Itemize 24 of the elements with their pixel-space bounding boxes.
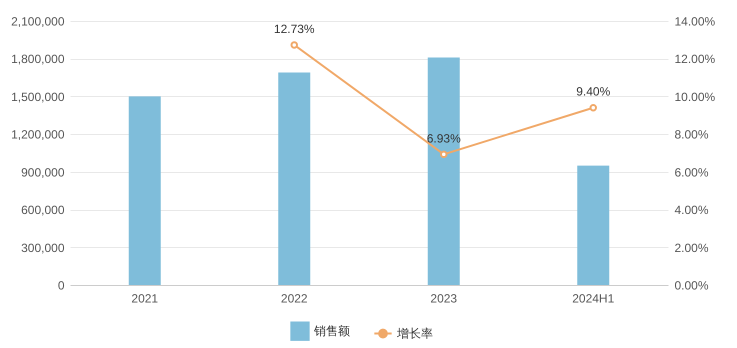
y-tick-label: 600,000 (21, 203, 65, 218)
y2-tick-label: 10.00% (674, 90, 716, 104)
legend-label: 销售额 (313, 324, 350, 338)
y2-tick-label: 8.00% (674, 128, 709, 142)
y2-tick-label: 4.00% (674, 203, 709, 218)
x-tick-label: 2021 (131, 292, 158, 306)
x-tick-label: 2023 (430, 292, 458, 306)
y-tick-label: 300,000 (21, 240, 65, 255)
y2-tick-label: 12.00% (674, 52, 716, 66)
y-tick-label: 1,500,000 (11, 90, 65, 104)
data-label: 9.40% (576, 84, 611, 99)
y-tick-label: 1,200,000 (11, 128, 65, 142)
y2-tick-label: 2.00% (674, 240, 709, 255)
y2-tick-label: 14.00% (674, 14, 716, 28)
y-tick-label: 900,000 (21, 165, 65, 180)
x-tick-label: 2022 (280, 292, 308, 306)
y-tick-label: 2,100,000 (11, 14, 65, 28)
y2-tick-label: 6.00% (674, 165, 709, 180)
y-tick-label: 1,800,000 (11, 52, 65, 66)
x-tick-label: 2024H1 (572, 292, 615, 306)
legend-label: 增长率 (396, 326, 433, 341)
y2-tick-label: 0.00% (674, 278, 709, 292)
y-tick-label: 0 (58, 278, 65, 292)
data-label: 12.73% (274, 22, 315, 36)
